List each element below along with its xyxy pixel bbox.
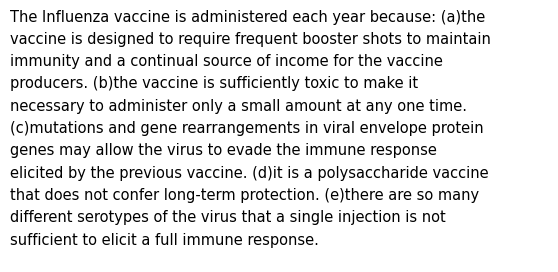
Text: (c)mutations and gene rearrangements in viral envelope protein: (c)mutations and gene rearrangements in …	[10, 121, 484, 136]
Text: The Influenza vaccine is administered each year because: (a)the: The Influenza vaccine is administered ea…	[10, 10, 485, 24]
Text: elicited by the previous vaccine. (d)it is a polysaccharide vaccine: elicited by the previous vaccine. (d)it …	[10, 166, 489, 181]
Text: that does not confer long-term protection. (e)there are so many: that does not confer long-term protectio…	[10, 188, 479, 203]
Text: sufficient to elicit a full immune response.: sufficient to elicit a full immune respo…	[10, 233, 319, 248]
Text: producers. (b)the vaccine is sufficiently toxic to make it: producers. (b)the vaccine is sufficientl…	[10, 76, 418, 91]
Text: different serotypes of the virus that a single injection is not: different serotypes of the virus that a …	[10, 210, 446, 225]
Text: necessary to administer only a small amount at any one time.: necessary to administer only a small amo…	[10, 99, 467, 114]
Text: immunity and a continual source of income for the vaccine: immunity and a continual source of incom…	[10, 54, 443, 69]
Text: vaccine is designed to require frequent booster shots to maintain: vaccine is designed to require frequent …	[10, 32, 491, 47]
Text: genes may allow the virus to evade the immune response: genes may allow the virus to evade the i…	[10, 143, 437, 158]
